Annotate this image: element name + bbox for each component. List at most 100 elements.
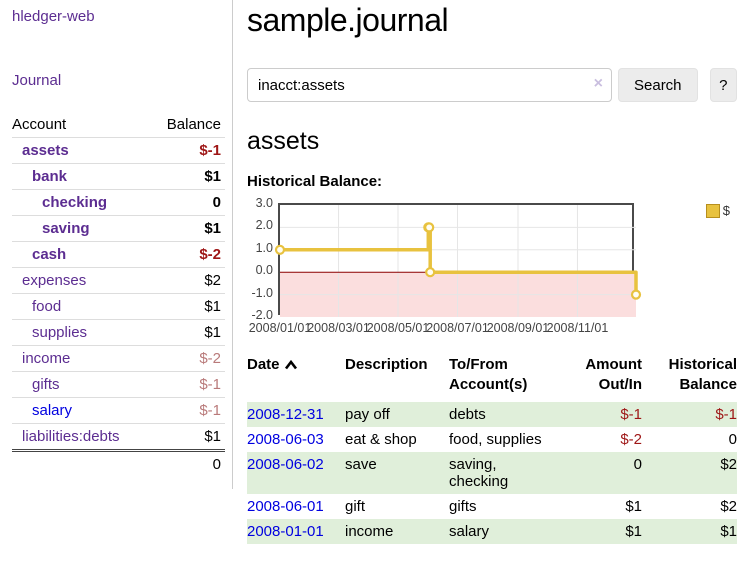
search-input[interactable] — [247, 68, 612, 102]
transaction-accounts: debts — [449, 402, 577, 427]
account-column-header: Account — [12, 116, 67, 133]
transaction-date-link[interactable]: 2008-12-31 — [247, 406, 324, 423]
x-axis-tick-label: 2008/01/01 — [248, 321, 312, 335]
transaction-amount: $-2 — [620, 431, 642, 448]
balance-chart: $ 3.0 2.0 1.0 0.0 -1.0 -2.0 2008/01/01 2008/03/… — [247, 196, 737, 338]
account-row: liabilities:debts $1 — [12, 423, 225, 451]
transaction-amount: $1 — [625, 498, 642, 515]
account-balance: $1 — [150, 215, 225, 242]
transaction-row: 2008-01-01 income salary $1 $1 — [247, 519, 737, 544]
clear-search-icon[interactable]: × — [593, 75, 603, 92]
account-balance: 0 — [150, 189, 225, 216]
legend-swatch-icon — [705, 203, 720, 218]
search-form: × Search ? — [247, 68, 737, 102]
sidebar-item-journal[interactable]: Journal — [12, 72, 62, 89]
transaction-accounts: salary — [449, 519, 577, 544]
account-link[interactable]: supplies — [32, 324, 88, 341]
amount-column-header: Amount Out/In — [585, 356, 642, 393]
account-link[interactable]: salary — [32, 402, 73, 419]
accounts-table-body: assets $-1 bank $1 checking 0 saving $1 cash $-2 e… — [12, 137, 225, 451]
account-link[interactable]: cash — [32, 246, 67, 263]
account-link[interactable]: saving — [42, 220, 90, 237]
account-row: expenses $2 — [12, 267, 225, 294]
account-row: assets $-1 — [12, 137, 225, 164]
accounts-table-header: Account Balance — [12, 112, 225, 138]
transaction-row: 2008-06-01 gift gifts $1 $2 — [247, 494, 737, 519]
transaction-description: gift — [345, 498, 366, 515]
account-link[interactable]: checking — [42, 194, 108, 211]
account-row: income $-2 — [12, 345, 225, 372]
transaction-amount: 0 — [577, 452, 642, 494]
transaction-balance: $1 — [642, 519, 737, 544]
account-row: gifts $-1 — [12, 371, 225, 398]
transaction-balance: $-1 — [642, 402, 737, 427]
accounts-total-row: 0 — [12, 449, 225, 477]
account-balance: $-1 — [150, 397, 225, 424]
account-balance: $-1 — [150, 137, 225, 164]
account-row: supplies $1 — [12, 319, 225, 346]
account-balance: $1 — [150, 163, 225, 190]
y-axis-tick-label: 1.0 — [255, 240, 273, 255]
main-content: sample.journal × Search ? assets Histori… — [247, 0, 737, 544]
account-row: bank $1 — [12, 163, 225, 190]
transaction-amount: $1 — [577, 519, 642, 544]
x-axis-tick-label: 2008/05/01 — [366, 321, 430, 335]
account-link[interactable]: income — [22, 350, 71, 367]
help-button[interactable]: ? — [709, 68, 737, 102]
transaction-row: 2008-12-31 pay off debts $-1 $-1 — [247, 402, 737, 427]
accounts-total-value: 0 — [150, 449, 225, 477]
account-heading: assets — [247, 127, 320, 155]
transaction-date-link[interactable]: 2008-06-02 — [247, 456, 324, 473]
register-table-body: 2008-12-31 pay off debts $-1 $-1 2008-06-03 ea… — [247, 402, 737, 544]
account-balance: $2 — [150, 267, 225, 294]
transaction-date-link[interactable]: 2008-06-03 — [247, 431, 324, 448]
accounts-total-spacer — [12, 449, 151, 477]
legend-series-label: $ — [722, 203, 730, 218]
transaction-amount: $-1 — [577, 402, 642, 427]
account-link[interactable]: bank — [32, 168, 68, 185]
transaction-balance: $2 — [642, 452, 737, 494]
account-balance: $-2 — [150, 345, 225, 372]
balance-column-header: Balance — [166, 116, 221, 133]
transaction-description: income — [345, 519, 449, 544]
transaction-row: 2008-06-02 save saving, checking 0 $2 — [247, 452, 737, 494]
account-balance: $-1 — [150, 371, 225, 398]
accounts-table: Account Balance assets $-1 bank $1 checking 0… — [12, 112, 225, 477]
description-column-header: Description — [345, 356, 428, 373]
sort-ascending-icon — [284, 359, 297, 370]
x-axis-tick-label: 2008/09/01 — [486, 321, 550, 335]
transaction-description: pay off — [345, 402, 449, 427]
balance-chart-plot — [274, 203, 642, 317]
chart-heading: Historical Balance: — [247, 173, 383, 190]
account-link[interactable]: gifts — [32, 376, 60, 393]
transaction-accounts: gifts — [449, 498, 477, 515]
y-axis-tick-label: -1.0 — [251, 285, 273, 300]
transaction-description: save — [345, 452, 449, 494]
account-link[interactable]: assets — [22, 142, 69, 159]
register-header-row: Date Description To/From Account(s) Amou… — [247, 355, 737, 402]
transaction-date-link[interactable]: 2008-06-01 — [247, 498, 324, 515]
tofrom-column-header: To/From Account(s) — [449, 356, 528, 393]
account-row: cash $-2 — [12, 241, 225, 268]
transaction-accounts: food, supplies — [449, 431, 542, 448]
transaction-balance: 0 — [728, 431, 737, 448]
account-link[interactable]: liabilities:debts — [22, 428, 120, 445]
y-axis-tick-label: 2.0 — [255, 218, 273, 233]
search-button[interactable]: Search — [618, 68, 698, 102]
account-balance: $1 — [150, 293, 225, 320]
chart-legend: $ — [703, 202, 732, 219]
x-axis-tick-label: 2008/11/01 — [546, 321, 609, 335]
app-brand-link[interactable]: hledger-web — [12, 8, 95, 25]
transaction-accounts: saving, checking — [449, 452, 577, 494]
account-balance: $-2 — [150, 241, 225, 268]
account-balance: $1 — [150, 423, 225, 451]
account-balance: $1 — [150, 319, 225, 346]
transaction-balance: $2 — [720, 498, 737, 515]
account-row: checking 0 — [12, 189, 225, 216]
transaction-date-link[interactable]: 2008-01-01 — [247, 523, 324, 540]
account-link[interactable]: expenses — [22, 272, 87, 289]
account-link[interactable]: food — [32, 298, 62, 315]
date-column-header[interactable]: Date — [247, 355, 345, 402]
sidebar: hledger-web Journal Account Balance asse… — [0, 0, 233, 489]
account-row: food $1 — [12, 293, 225, 320]
